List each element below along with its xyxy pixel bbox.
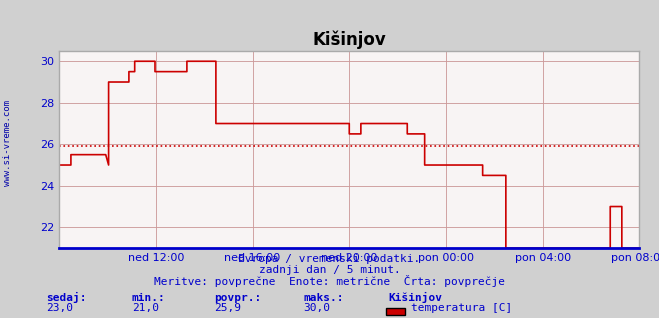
Text: Meritve: povprečne  Enote: metrične  Črta: povprečje: Meritve: povprečne Enote: metrične Črta:… [154, 275, 505, 287]
Text: sedaj:: sedaj: [46, 292, 86, 302]
Text: Evropa / vremenski podatki.: Evropa / vremenski podatki. [239, 254, 420, 264]
Text: zadnji dan / 5 minut.: zadnji dan / 5 minut. [258, 266, 401, 275]
Text: Kišinjov: Kišinjov [389, 292, 443, 302]
Title: Kišinjov: Kišinjov [312, 31, 386, 49]
Text: maks.:: maks.: [303, 293, 343, 302]
Text: www.si-vreme.com: www.si-vreme.com [3, 100, 13, 186]
Text: 21,0: 21,0 [132, 303, 159, 313]
Text: 25,9: 25,9 [214, 303, 241, 313]
Text: 30,0: 30,0 [303, 303, 330, 313]
Text: 23,0: 23,0 [46, 303, 73, 313]
Text: temperatura [C]: temperatura [C] [411, 303, 512, 313]
Text: povpr.:: povpr.: [214, 293, 262, 302]
Text: min.:: min.: [132, 293, 165, 302]
